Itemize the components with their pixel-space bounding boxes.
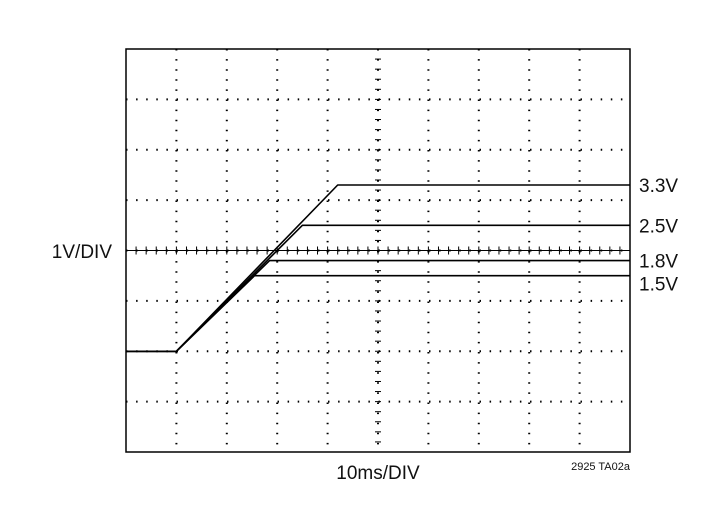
trace-label: 1.8V (639, 252, 678, 273)
trace-1-5v (126, 274, 630, 353)
x-axis-label: 10ms/DIV (336, 463, 420, 484)
trace-1-8v (126, 259, 630, 353)
figure-id: 2925 TA02a (571, 461, 631, 473)
trace-label: 2.5V (639, 216, 678, 237)
trace-label: 3.3V (639, 176, 678, 197)
y-axis-label: 1V/DIV (52, 242, 113, 263)
trace-label: 1.5V (639, 275, 678, 296)
center-axis-ticks (126, 58, 630, 443)
traces (126, 184, 630, 353)
trace-labels: 3.3V 2.5V 1.8V1.5V (639, 176, 678, 296)
